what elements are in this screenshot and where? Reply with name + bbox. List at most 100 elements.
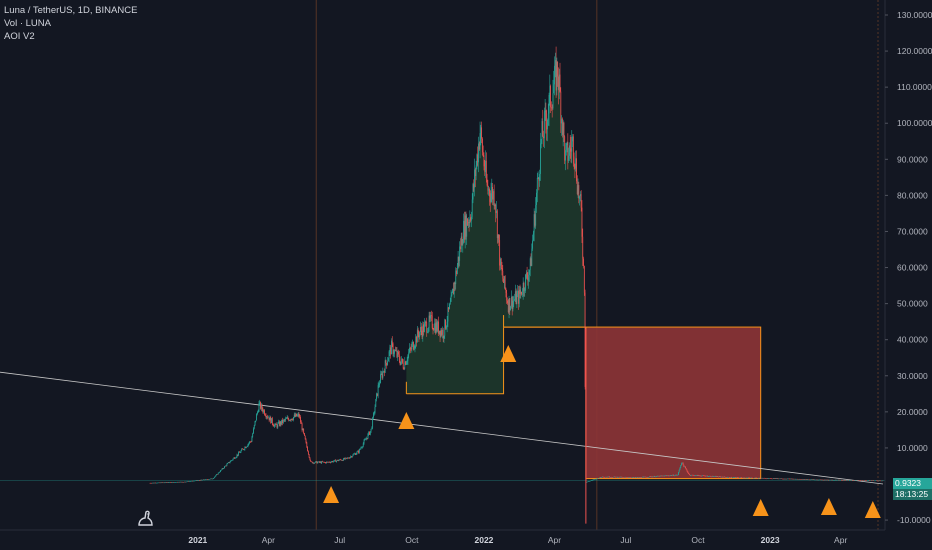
- candle-body: [321, 461, 323, 464]
- candle-body: [461, 236, 463, 246]
- candle-body: [526, 272, 528, 278]
- candle-body: [630, 477, 631, 479]
- candle-body: [601, 477, 602, 478]
- candle-body: [423, 324, 425, 332]
- candle-body: [829, 479, 831, 481]
- candle-body: [332, 461, 334, 463]
- candle-body: [732, 477, 734, 479]
- candle-body: [226, 464, 228, 466]
- candle-body: [525, 272, 527, 275]
- candle-body: [670, 475, 671, 476]
- candle-body: [698, 475, 700, 476]
- candle-body: [772, 478, 774, 479]
- candle-body: [280, 421, 282, 425]
- candle-body: [584, 292, 586, 387]
- candle-body: [506, 292, 508, 301]
- candle-body: [545, 110, 547, 122]
- candle-body: [793, 478, 795, 480]
- candle-body: [675, 474, 677, 476]
- candle-body: [413, 348, 415, 350]
- candle-body: [879, 480, 881, 482]
- candle-body: [549, 85, 551, 95]
- candle-body: [732, 477, 733, 479]
- candle-body: [688, 472, 689, 474]
- volume-title[interactable]: Vol · LUNA: [4, 18, 51, 29]
- candle-body: [201, 479, 203, 481]
- candle-body: [669, 475, 671, 477]
- candle-body: [382, 371, 384, 378]
- candle-body: [654, 476, 656, 477]
- candle-body: [721, 476, 723, 478]
- candle-body: [289, 419, 291, 421]
- candle-body: [593, 479, 595, 481]
- candle-body: [331, 461, 333, 462]
- candle-body: [460, 246, 461, 250]
- candle-body: [688, 473, 690, 475]
- candle-body: [344, 457, 346, 460]
- candle-body: [162, 482, 164, 484]
- candle-body: [761, 477, 762, 479]
- candle-body: [211, 478, 213, 480]
- candle-body: [503, 278, 504, 283]
- candle-body: [168, 482, 170, 483]
- candle-body: [335, 459, 337, 462]
- candle-body: [224, 466, 225, 469]
- candle-body: [231, 459, 233, 461]
- candle-body: [875, 480, 877, 482]
- candle-body: [282, 419, 284, 424]
- candle-body: [409, 347, 411, 349]
- candle-body: [708, 476, 710, 477]
- candle-body: [802, 479, 804, 480]
- candle-body: [162, 482, 163, 484]
- candle-body: [819, 479, 820, 481]
- candle-body: [598, 478, 599, 479]
- triangle-markers: [323, 345, 881, 518]
- candle-body: [840, 479, 842, 481]
- symbol-title[interactable]: Luna / TetherUS, 1D, BINANCE: [4, 5, 138, 16]
- candle-body: [559, 74, 561, 92]
- candle-body: [644, 476, 646, 478]
- candle-body: [848, 480, 849, 481]
- candle-body: [372, 417, 374, 428]
- candle-body: [658, 475, 660, 477]
- candle-body: [519, 289, 521, 294]
- candle-body: [216, 474, 218, 476]
- candle-body: [356, 451, 358, 454]
- candle-body: [662, 475, 664, 477]
- candle-body: [174, 482, 176, 483]
- candle-body: [199, 480, 201, 481]
- candle-body: [838, 479, 840, 481]
- candle-body: [485, 160, 487, 180]
- indicator-title[interactable]: AOI V2: [4, 31, 35, 42]
- candle-body: [495, 204, 497, 213]
- candle-body: [659, 475, 661, 477]
- candle-body: [659, 475, 660, 477]
- candle-body: [279, 421, 281, 426]
- candle-body: [169, 482, 171, 483]
- candle-body: [268, 417, 270, 421]
- candle-body: [568, 155, 570, 161]
- candle-body: [767, 478, 769, 480]
- candle-body: [431, 315, 433, 328]
- candle-body: [257, 411, 259, 413]
- candle-body: [660, 475, 662, 477]
- candle-body: [612, 477, 613, 478]
- candle-body: [856, 480, 858, 481]
- candle-body: [187, 481, 189, 483]
- candle-body: [260, 402, 261, 409]
- candle-body: [504, 276, 506, 289]
- candle-body: [388, 351, 390, 359]
- candle-body: [661, 475, 663, 477]
- tradingview-logo-icon[interactable]: [136, 508, 156, 533]
- candle-body: [823, 479, 824, 481]
- candle-body: [191, 480, 192, 482]
- candle-body: [173, 482, 174, 483]
- candle-body: [358, 449, 360, 453]
- candle-body: [307, 446, 308, 452]
- candle-body: [198, 480, 200, 481]
- candle-body: [463, 220, 464, 243]
- candle-body: [534, 214, 536, 226]
- y-tick-label: -10.0000: [897, 515, 931, 525]
- candle-body: [470, 217, 472, 221]
